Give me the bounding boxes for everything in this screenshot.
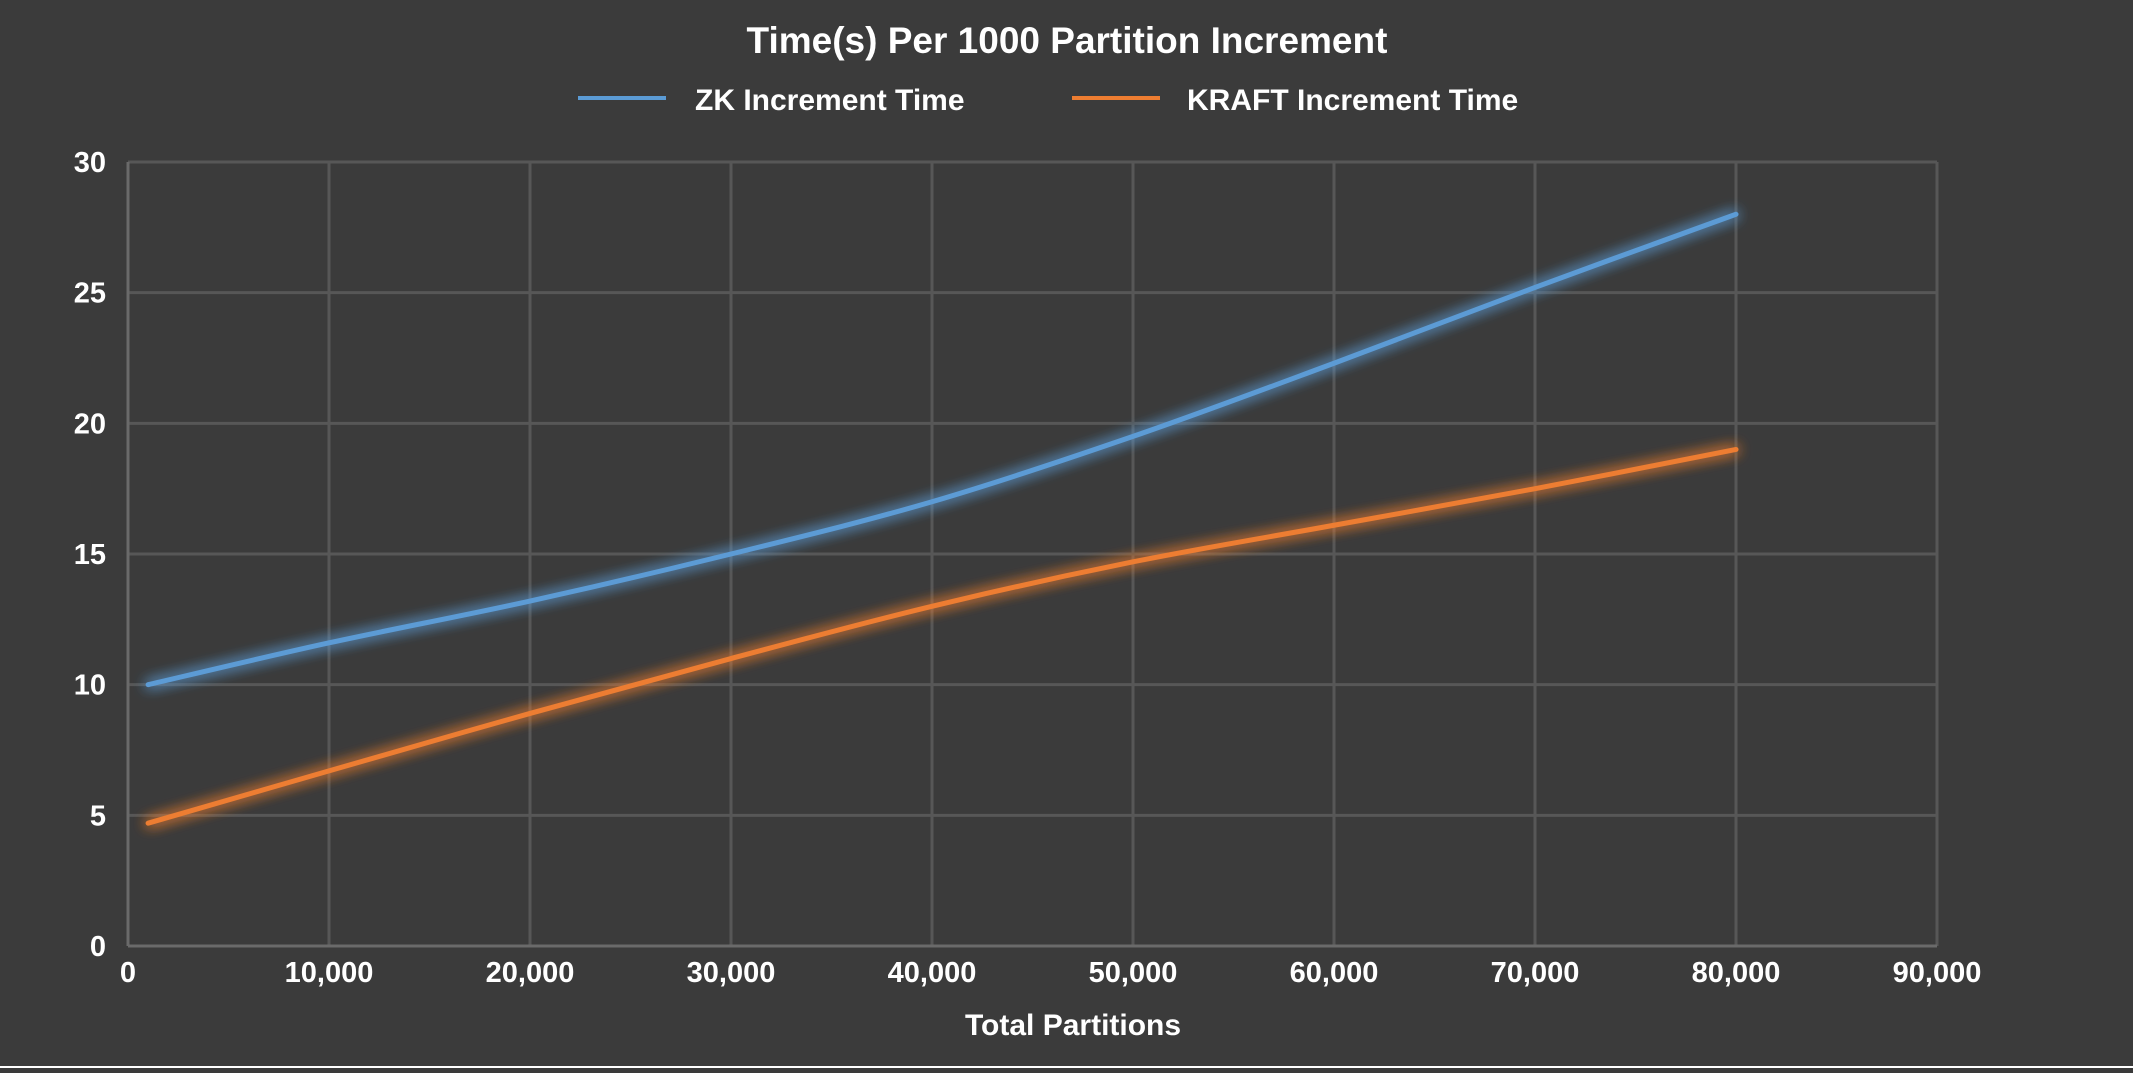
bottom-border xyxy=(0,1066,2133,1068)
x-tick-label: 70,000 xyxy=(1491,957,1580,989)
x-tick-label: 90,000 xyxy=(1893,957,1982,989)
legend-item-zk-increment-time: ZK Increment Time xyxy=(578,84,965,117)
grid xyxy=(128,160,1939,946)
x-tick-label: 60,000 xyxy=(1290,957,1379,989)
x-tick-label: 10,000 xyxy=(285,957,374,989)
y-tick-label: 5 xyxy=(90,800,106,832)
x-tick-label: 0 xyxy=(120,957,136,989)
series-line-kraft-increment-time xyxy=(145,446,1739,826)
y-tick-label: 0 xyxy=(90,931,106,963)
y-tick-label: 15 xyxy=(74,539,106,571)
legend: ZK Increment Time KRAFT Increment Time xyxy=(578,84,1518,117)
axes xyxy=(126,162,1937,948)
y-tick-label: 25 xyxy=(74,278,106,310)
y-tick-label: 10 xyxy=(74,670,106,702)
x-tick-label: 50,000 xyxy=(1089,957,1178,989)
x-tick-label: 20,000 xyxy=(486,957,575,989)
chart-title: Time(s) Per 1000 Partition Increment xyxy=(747,20,1388,61)
legend-label: KRAFT Increment Time xyxy=(1187,84,1518,117)
y-tick-label: 20 xyxy=(74,408,106,440)
y-tick-label: 30 xyxy=(74,147,106,179)
series-layer xyxy=(145,211,1739,826)
x-tick-label: 30,000 xyxy=(687,957,776,989)
x-axis-label: Total Partitions xyxy=(965,1009,1181,1042)
series-line-zk-increment-time xyxy=(145,211,1739,688)
y-axis-ticks: 0 5 10 15 20 25 30 xyxy=(74,147,106,963)
legend-label: ZK Increment Time xyxy=(695,84,965,117)
x-tick-label: 80,000 xyxy=(1692,957,1781,989)
x-axis-ticks: 0 10,000 20,000 30,000 40,000 50,000 60,000 70,… xyxy=(120,957,1981,989)
legend-item-kraft-increment-time: KRAFT Increment Time xyxy=(1072,84,1518,117)
x-tick-label: 40,000 xyxy=(888,957,977,989)
